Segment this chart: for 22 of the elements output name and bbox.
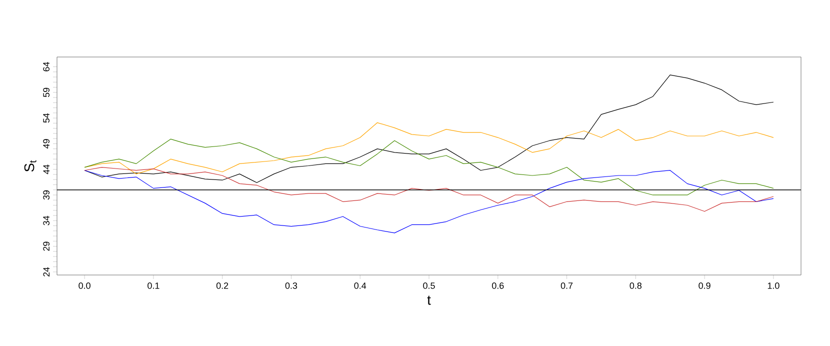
y-tick-label: 34	[43, 216, 50, 226]
y-tick-label: 24	[43, 267, 50, 276]
y-tick-label: 39	[43, 190, 50, 200]
x-tick-label: 0.5	[423, 282, 435, 289]
x-axis-title: t	[427, 296, 431, 305]
y-tick-label: 29	[43, 242, 50, 251]
y-tick-label: 54	[43, 113, 50, 123]
x-tick-label: 0.0	[78, 282, 90, 289]
y-axis-title: S$_{t}$	[24, 160, 36, 172]
x-tick-label: 0.4	[354, 282, 366, 289]
x-tick-label: 0.7	[560, 282, 573, 289]
x-tick-label: 0.3	[285, 282, 298, 289]
x-tick-label: 0.9	[698, 282, 710, 289]
x-tick-label: 0.8	[630, 282, 642, 289]
x-tick-label: 1.0	[768, 282, 780, 289]
x-tick-label: 0.2	[216, 282, 228, 289]
y-tick-label: 44	[43, 164, 50, 174]
y-tick-label: 49	[43, 139, 50, 148]
y-tick-label: 64	[43, 62, 50, 72]
x-tick-label: 0.1	[148, 282, 160, 289]
x-tick-label: 0.6	[492, 282, 504, 289]
y-tick-label: 59	[43, 88, 50, 98]
